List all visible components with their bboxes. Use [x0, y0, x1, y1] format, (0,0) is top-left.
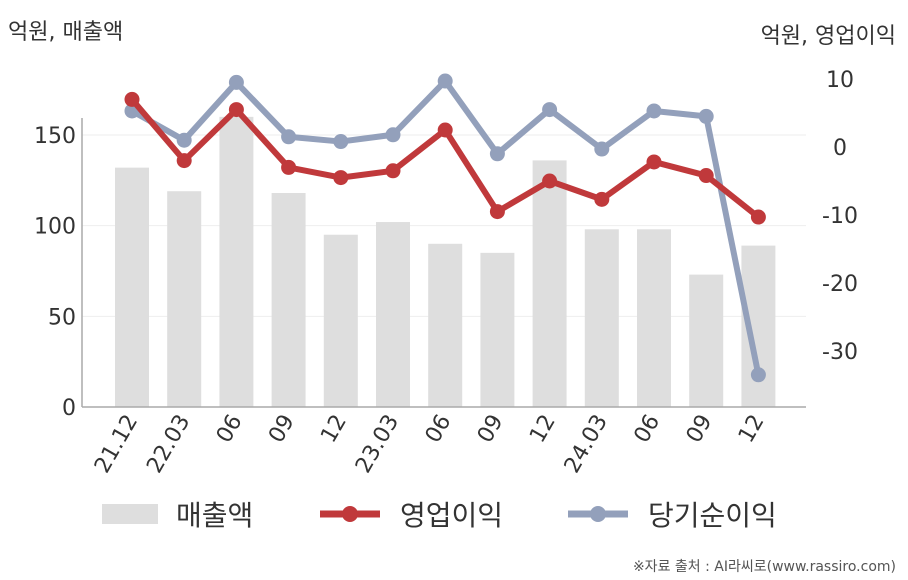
x-tick-label: 09: [473, 411, 509, 448]
x-tick-label: 12: [734, 411, 770, 448]
point-operating: [437, 122, 453, 138]
x-tick-label: 23.03: [351, 411, 404, 478]
right-tick-label: 10: [826, 68, 854, 93]
bar-sales: [376, 222, 410, 407]
point-operating: [385, 163, 401, 179]
legend-label-sales: 매출액: [176, 499, 254, 532]
bar-sales: [480, 252, 515, 407]
point-operating: [542, 173, 558, 189]
point-operating: [750, 209, 766, 225]
point-net: [698, 108, 714, 124]
point-net: [281, 129, 297, 145]
source-credit: ※자료 출처 : AI라씨로(www.rassiro.com): [632, 559, 896, 575]
x-tick-label: 06: [421, 411, 457, 448]
legend-line-operating-icon: [320, 506, 380, 522]
point-operating: [281, 159, 297, 175]
x-tick-label: 09: [682, 411, 718, 448]
x-tick-label: 22.03: [142, 411, 195, 478]
point-net: [333, 134, 349, 150]
legend-swatch-sales-icon: [102, 504, 158, 524]
legend-label-operating: 영업이익: [400, 499, 504, 532]
point-net: [542, 102, 558, 118]
left-tick-label: 150: [34, 124, 76, 149]
point-net: [750, 367, 766, 383]
bar-sales: [532, 160, 567, 407]
legend: 매출액 영업이익 당기순이익: [0, 492, 908, 536]
point-net: [594, 141, 610, 157]
legend-label-net: 당기순이익: [648, 499, 777, 532]
point-operating: [333, 170, 349, 186]
point-net: [228, 74, 244, 90]
point-operating: [594, 191, 610, 207]
x-tick-label: 12: [316, 411, 352, 448]
legend-line-net-icon: [568, 506, 628, 522]
x-tick-label: 21.12: [90, 411, 143, 478]
bar-sales: [637, 229, 671, 407]
x-tick-label: 06: [630, 411, 666, 448]
x-tick-label: 09: [264, 411, 300, 448]
point-net: [437, 73, 453, 89]
bar-sales: [428, 243, 463, 407]
bar-sales: [271, 193, 306, 407]
right-axis-unit-label: 억원, 영업이익: [760, 24, 896, 49]
right-tick-label: -20: [822, 272, 858, 297]
point-operating: [698, 168, 714, 184]
legend-item-operating: 영업이익: [318, 492, 503, 536]
right-tick-label: 0: [833, 136, 847, 161]
point-net: [385, 127, 401, 143]
right-tick-label: -30: [822, 340, 858, 365]
point-net: [176, 132, 192, 148]
left-tick-label: 100: [34, 215, 76, 240]
point-operating: [489, 204, 505, 220]
point-operating: [646, 154, 662, 170]
left-axis-unit-label: 억원, 매출액: [8, 20, 124, 45]
point-operating: [124, 91, 140, 107]
right-tick-label: -10: [822, 204, 858, 229]
bar-sales: [167, 191, 202, 407]
bar-sales: [584, 229, 619, 407]
x-tick-label: 06: [212, 411, 248, 448]
bar-sales: [115, 167, 149, 407]
bar-sales: [689, 274, 724, 407]
point-operating: [228, 102, 244, 118]
legend-item-sales: 매출액: [102, 492, 253, 536]
bar-sales: [323, 234, 358, 407]
left-tick-label: 50: [48, 305, 76, 330]
point-net: [646, 103, 662, 119]
legend-item-net: 당기순이익: [566, 492, 777, 536]
x-tick-label: 24.03: [560, 411, 613, 478]
x-tick-label: 12: [525, 411, 561, 448]
point-operating: [176, 153, 192, 169]
point-net: [489, 146, 505, 162]
left-tick-label: 0: [62, 396, 76, 421]
bar-sales: [219, 116, 254, 407]
